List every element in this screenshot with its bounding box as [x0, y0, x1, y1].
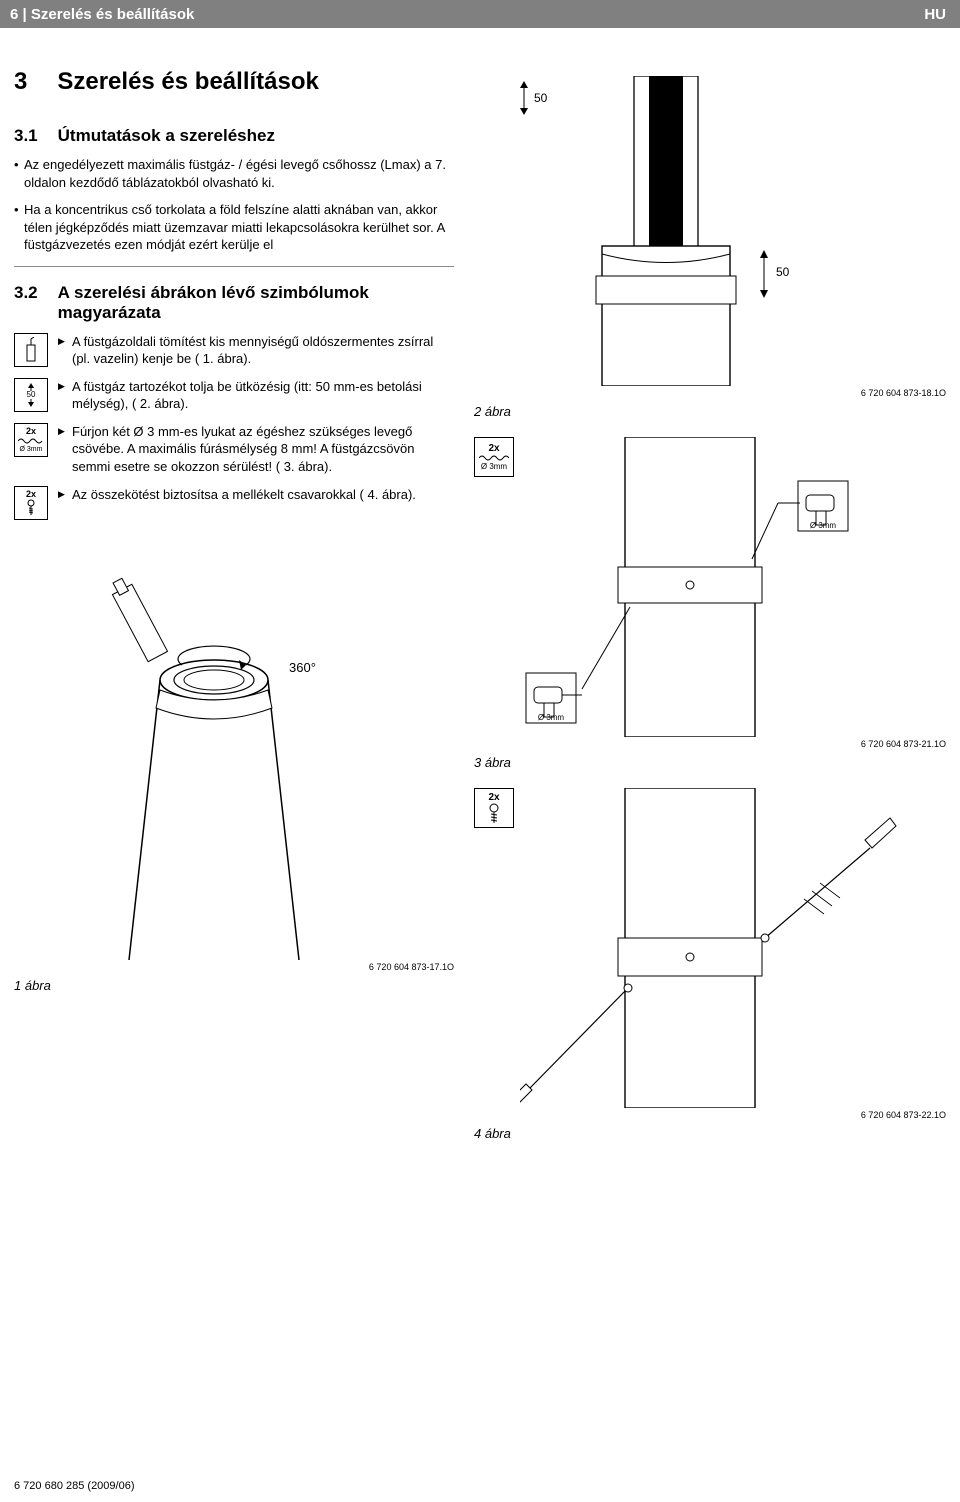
- figure-4: 2x: [474, 788, 946, 1141]
- figure-2-ref: 6 720 604 873-18.1O: [474, 388, 946, 398]
- symbol-row-grease: A füstgázoldali tömítést kis mennyiségű …: [14, 333, 454, 368]
- section-number: 3.2: [14, 283, 38, 323]
- figure-1-svg: 360°: [14, 560, 444, 960]
- chapter-number: 3: [14, 68, 27, 96]
- section-3-2-heading: 3.2 A szerelési ábrákon lévő szimbólumok…: [14, 283, 454, 323]
- figure-3-ref: 6 720 604 873-21.1O: [474, 739, 946, 749]
- screw-box-icon: 2x: [474, 788, 514, 828]
- section-3-1-heading: 3.1 Útmutatások a szereléshez: [14, 126, 454, 146]
- chapter-heading: 3 Szerelés és beállítások: [14, 68, 454, 96]
- svg-text:Ø 3mm: Ø 3mm: [538, 713, 565, 722]
- left-column: 3 Szerelés és beállítások 3.1 Útmutatáso…: [14, 46, 454, 1159]
- bullet-1: Az engedélyezett maximális füstgáz- / ég…: [14, 156, 454, 191]
- symbol-text: Fúrjon két Ø 3 mm-es lyukat az égéshez s…: [58, 423, 454, 476]
- svg-text:360°: 360°: [289, 660, 316, 675]
- bullet-2: Ha a koncentrikus cső torkolata a föld f…: [14, 201, 454, 254]
- figure-4-caption: 4 ábra: [474, 1126, 946, 1141]
- chapter-title: Szerelés és beállítások: [57, 68, 319, 96]
- figure-3: 2x Ø 3mm: [474, 437, 946, 770]
- section-number: 3.1: [14, 126, 38, 146]
- section-title: Útmutatások a szereléshez: [58, 126, 275, 146]
- figure-4-ref: 6 720 604 873-22.1O: [474, 1110, 946, 1120]
- divider: [14, 266, 454, 267]
- depth-symbol-icon: 50: [14, 378, 48, 412]
- figure-2: 50 50 6 720 604 873-18.1O: [474, 76, 946, 419]
- symbol-text: Az összekötést biztosítsa a mellékelt cs…: [58, 486, 416, 504]
- symbol-row-drill: 2x Ø 3mm Fúrjon két Ø 3 mm-es lyukat az …: [14, 423, 454, 476]
- figure-3-caption: 3 ábra: [474, 755, 946, 770]
- symbol-text: A füstgáz tartozékot tolja be ütközésig …: [58, 378, 454, 413]
- page-footer: 6 720 680 285 (2009/06): [14, 1480, 135, 1492]
- symbol-row-screw: 2x Az összekötést biztosítsa a mellékelt…: [14, 486, 454, 520]
- figure-1: 360° 6 720 604 873-17.1O 1 ábra: [14, 560, 454, 993]
- right-column: 50 50 6 720 604 873-18.1O: [474, 46, 946, 1159]
- grease-symbol-icon: [14, 333, 48, 367]
- symbol-row-depth: 50 A füstgáz tartozékot tolja be ütközés…: [14, 378, 454, 413]
- symbol-text: A füstgázoldali tömítést kis mennyiségű …: [58, 333, 454, 368]
- header-title: Szerelés és beállítások: [31, 6, 194, 23]
- svg-text:50: 50: [776, 265, 790, 279]
- drill-symbol-icon: 2x Ø 3mm: [14, 423, 48, 457]
- figure-1-ref: 6 720 604 873-17.1O: [14, 962, 454, 972]
- header-lang: HU: [924, 6, 946, 23]
- svg-text:Ø 3mm: Ø 3mm: [810, 521, 837, 530]
- page-header: 6 | Szerelés és beállítások HU: [0, 0, 960, 28]
- drill-bit-box-icon: 2x Ø 3mm: [474, 437, 514, 477]
- figure-1-caption: 1 ábra: [14, 978, 454, 993]
- page-content: 3 Szerelés és beállítások 3.1 Útmutatáso…: [0, 28, 960, 1159]
- section-title: A szerelési ábrákon lévő szimbólumok mag…: [58, 283, 454, 323]
- header-left: 6 | Szerelés és beállítások: [10, 6, 194, 23]
- figure-4-svg: [520, 788, 900, 1108]
- figure-3-svg: Ø 3mm Ø 3mm: [520, 437, 900, 737]
- svg-text:50: 50: [27, 390, 36, 399]
- svg-text:50: 50: [534, 91, 548, 105]
- figure-2-caption: 2 ábra: [474, 404, 946, 419]
- figure-2-svg: 50 50: [474, 76, 914, 386]
- screw-symbol-icon: 2x: [14, 486, 48, 520]
